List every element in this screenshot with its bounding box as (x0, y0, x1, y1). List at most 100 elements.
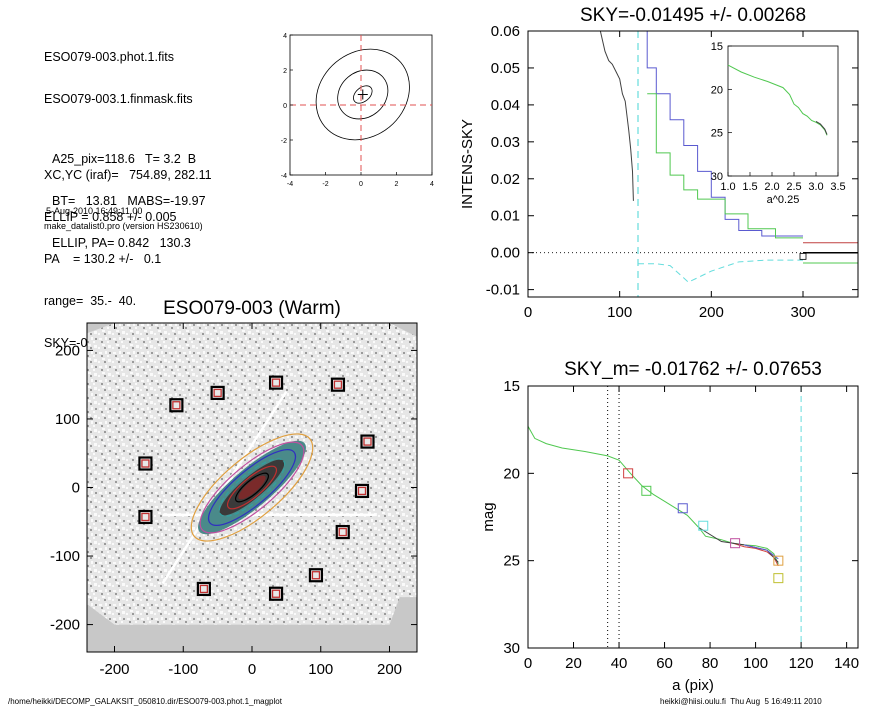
image-ytick-label: 0 (72, 480, 80, 497)
inset-ytick-label: 30 (711, 171, 723, 183)
mag-xtick-label: 60 (656, 655, 673, 672)
info-program: make_datalist0.pro (version HS230610) (44, 221, 203, 231)
info-line-pa: PA = 130.2 +/- 0.1 (44, 252, 162, 266)
mag-series-0 (527, 425, 779, 565)
contour-ytick-label: 0 (283, 103, 287, 110)
sky-box-inner-2 (271, 378, 281, 387)
mag-marker-4 (730, 538, 741, 549)
image-xtick-label: 0 (248, 661, 256, 678)
footer-user: heikki@hiisi.oulu.fi Thu Aug 5 16:49:11 … (660, 697, 822, 706)
image-xtick-label: -100 (168, 661, 198, 678)
inset-xtick-label: 3.0 (808, 181, 823, 193)
mag-xtick-label: 120 (789, 655, 814, 672)
info-date: 5-Aug-2010 16:49:11.00 (46, 206, 143, 216)
sky-xtick-label: 0 (524, 304, 532, 321)
sky-box-8 (335, 524, 350, 540)
sky-xtick-label: 300 (790, 304, 815, 321)
sky-plot-ylabel: INTENS-SKY (459, 119, 476, 209)
info-line-mask: ESO079-003.1.finmask.fits (44, 92, 193, 106)
sky-box-inner-4 (363, 437, 372, 446)
param-a25: A25_pix=118.6 T= 3.2 B (52, 152, 197, 166)
mag-marker-6 (773, 573, 784, 584)
mag-ytick-label: 25 (503, 553, 520, 570)
contour-ytick-label: -2 (281, 138, 287, 145)
inset-ytick-label: 20 (711, 84, 723, 96)
sky-box-7 (138, 509, 153, 525)
sky-point-marker (799, 252, 807, 260)
mag-marker-0 (623, 468, 634, 479)
image-ytick-label: -200 (50, 617, 80, 634)
mag-xtick-label: 40 (611, 655, 628, 672)
mag-plot-ylabel: mag (480, 502, 497, 531)
image-ytick-label: -100 (50, 548, 80, 565)
contour-ytick-label: 4 (283, 33, 287, 40)
sky-box-inner-9 (311, 571, 321, 580)
sky-ytick-label: 0.04 (491, 97, 520, 114)
galaxy-core (238, 475, 266, 500)
isophote-ellipse-1 (226, 465, 278, 510)
mag-plot-xlabel: a (pix) (672, 677, 714, 694)
sky-ytick-label: 0.06 (491, 23, 520, 40)
contour-xtick-label: 4 (430, 181, 434, 188)
image-xtick-label: -200 (99, 661, 129, 678)
inset-xtick-label: 3.5 (830, 181, 845, 193)
inset-ytick-label: 15 (711, 41, 723, 53)
sky-box-1 (210, 385, 225, 401)
info-line-range: range= 35.- 40. (44, 294, 137, 308)
contour-ytick-label: -4 (281, 173, 287, 180)
mag-plot-frame (527, 385, 859, 649)
sky-box-inner-8 (338, 527, 347, 537)
isophote-ellipse-2 (218, 458, 286, 517)
sky-box-inner-1 (213, 388, 222, 398)
param-ellip-pa: ELLIP, PA= 0.842 130.3 (52, 236, 191, 250)
sky-ytick-label: 0.05 (491, 60, 520, 77)
sky-box-2 (268, 375, 284, 390)
image-title: ESO079-003 (Warm) (163, 298, 341, 319)
sky-xtick-label: 100 (607, 304, 632, 321)
mag-xtick-label: 100 (743, 655, 768, 672)
sky-box-inner-7 (141, 512, 150, 522)
mag-marker-5 (773, 555, 784, 566)
sky-ytick-label: -0.01 (486, 282, 520, 299)
image-group (87, 323, 417, 652)
mag-xtick-label: 140 (834, 655, 859, 672)
footer-path: /home/heikki/DECOMP_GALAKSIT_050810.dir/… (8, 697, 282, 706)
image-xtick-label: 200 (377, 661, 402, 678)
contour-xtick-label: -2 (322, 181, 328, 188)
mag-ytick-label: 15 (503, 378, 520, 395)
info-line-ellip: ELLIP = 0.858 +/- 0.005 (44, 210, 177, 224)
contour-line-2 (315, 48, 410, 141)
info-line-center: XC,YC (iraf)= 754.89, 282.11 (44, 168, 212, 182)
isophote-ellipse-5 (190, 433, 314, 542)
sky-box-0 (169, 398, 184, 413)
sky-box-11 (268, 586, 284, 601)
sky-plot-title: SKY=-0.01495 +/- 0.00268 (580, 5, 806, 26)
info-line-file: ESO079-003.phot.1.fits (44, 50, 174, 64)
mag-ytick-label: 20 (503, 465, 520, 482)
sky-ytick-label: 0.01 (491, 208, 520, 225)
sky-ytick-label: 0.00 (491, 245, 520, 262)
sky-box-9 (308, 568, 324, 583)
inset-series-0 (727, 64, 828, 136)
inset-xlabel: a^0.25 (767, 194, 800, 206)
info-params: A25_pix=118.6 T= 3.2 B BT= 13.81 MABS=-1… (52, 124, 206, 264)
image-xtick-label: 100 (308, 661, 333, 678)
sky-plot-frame (527, 30, 859, 298)
mag-xtick-label: 20 (565, 655, 582, 672)
param-bt: BT= 13.81 MABS=-19.97 (52, 194, 206, 208)
sky-series-0 (599, 31, 634, 201)
mag-marker-3 (698, 520, 709, 531)
inset-ytick-label: 25 (711, 128, 723, 140)
isophote-ellipse-0 (235, 472, 269, 503)
sky-series-3 (638, 259, 803, 283)
contour-ytick-label: 2 (283, 68, 287, 75)
sky-box-3 (330, 377, 346, 392)
sky-box-4 (360, 434, 375, 449)
mag-marker-1 (641, 485, 652, 496)
contour-xtick-label: 0 (359, 181, 363, 188)
sky-ytick-label: 0.03 (491, 134, 520, 151)
sky-box-inner-5 (357, 486, 367, 496)
sky-box-inner-0 (172, 401, 181, 410)
isophote-ellipse-4 (199, 441, 305, 534)
